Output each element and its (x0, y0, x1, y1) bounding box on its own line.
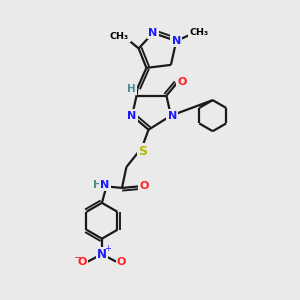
Text: N: N (97, 248, 107, 261)
Text: CH₃: CH₃ (110, 32, 129, 41)
Text: S: S (138, 145, 147, 158)
Text: H: H (127, 84, 135, 94)
Text: N: N (100, 180, 110, 190)
Text: O: O (140, 181, 149, 191)
Text: N: N (148, 28, 158, 38)
Text: −: − (74, 253, 82, 262)
Text: CH₃: CH₃ (190, 28, 209, 37)
Text: O: O (117, 257, 126, 267)
Text: N: N (128, 111, 137, 121)
Text: H: H (93, 180, 103, 190)
Text: +: + (104, 244, 111, 253)
Text: N: N (168, 111, 177, 121)
Text: O: O (77, 257, 87, 267)
Text: N: N (172, 36, 181, 46)
Text: O: O (178, 76, 187, 87)
